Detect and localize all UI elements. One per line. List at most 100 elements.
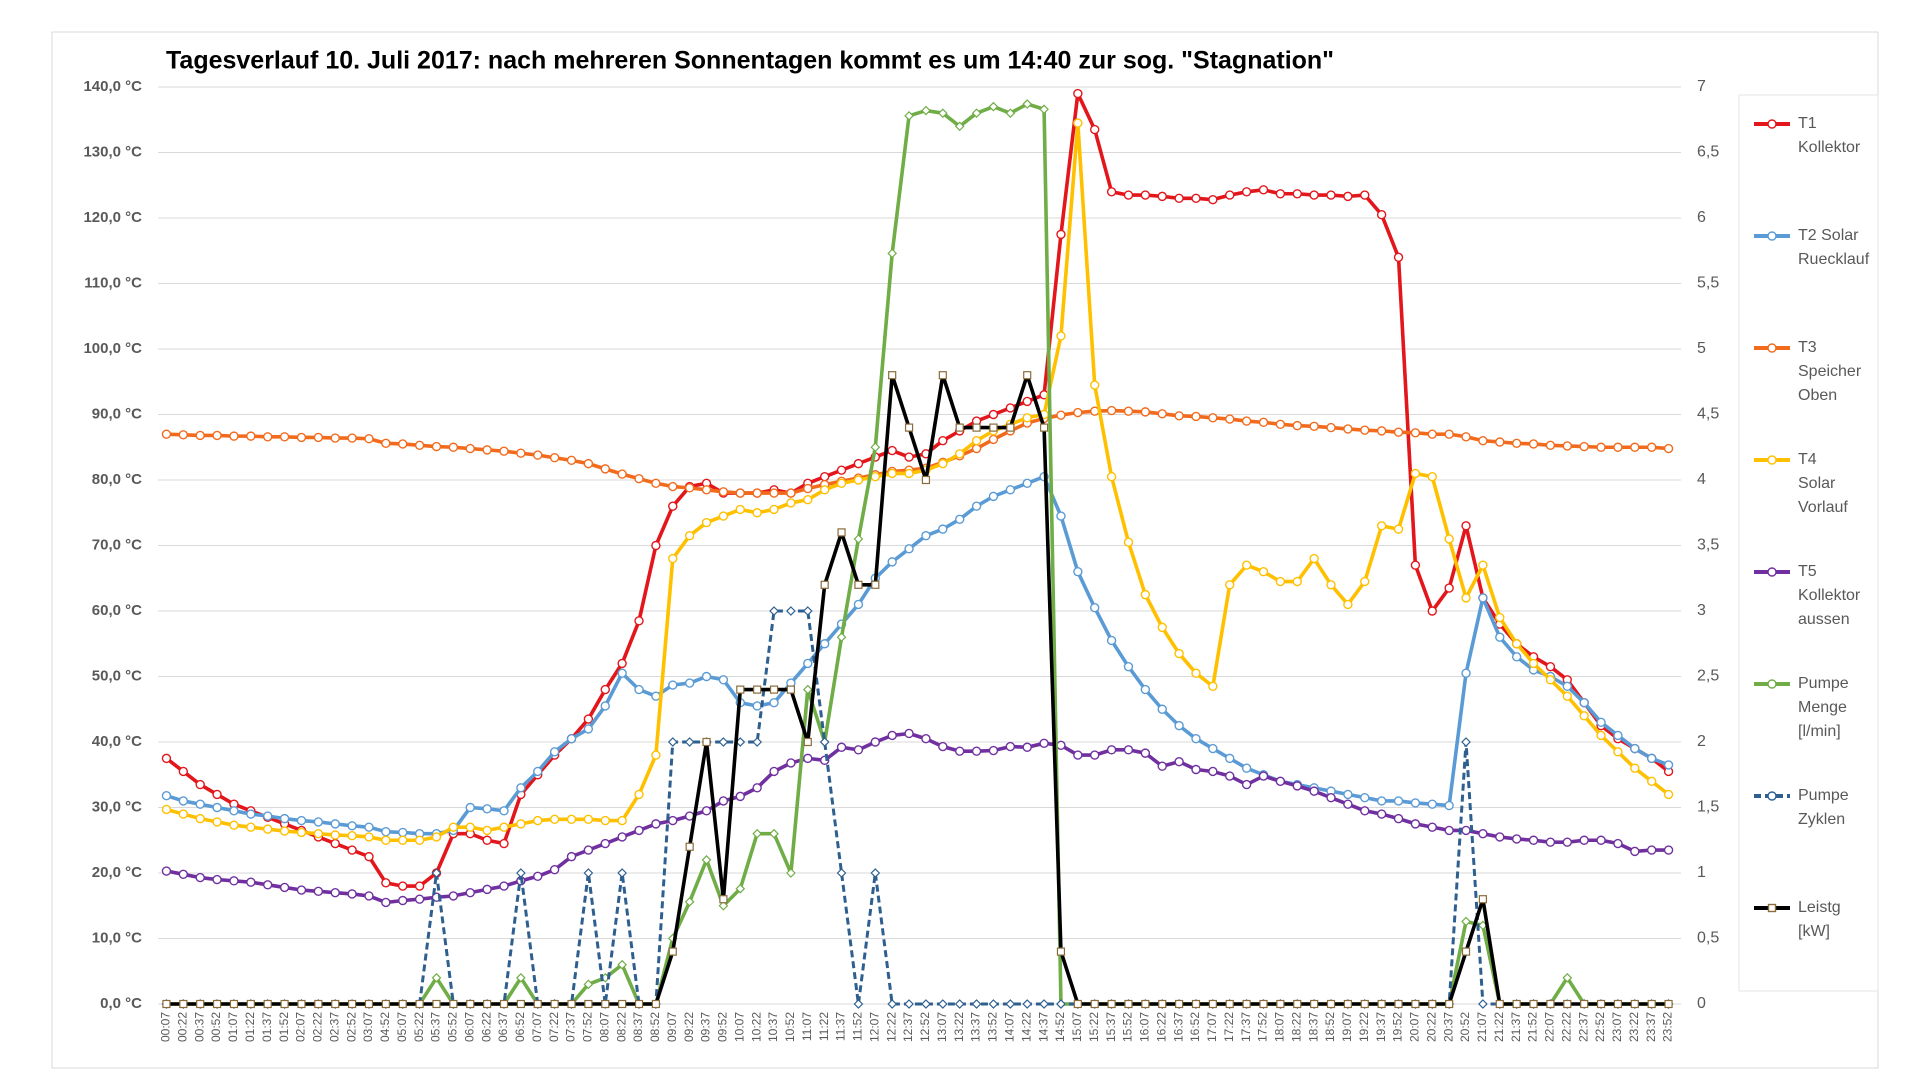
data-point [1225, 999, 1234, 1009]
data-point [1225, 414, 1235, 424]
data-point [1478, 436, 1488, 446]
data-point [1309, 421, 1319, 431]
data-point [1208, 413, 1218, 423]
data-point [1512, 999, 1521, 1009]
data-point [1157, 704, 1167, 714]
data-point [1157, 191, 1167, 202]
x-tick-label: 11:07 [800, 1012, 814, 1041]
data-point [769, 685, 779, 694]
data-point [566, 455, 577, 466]
legend-label: T2 Solar Ruecklauf [1798, 227, 1870, 268]
data-point [1360, 806, 1370, 816]
data-point [1022, 478, 1032, 488]
data-point [549, 747, 560, 757]
data-point [769, 488, 779, 498]
data-point [904, 423, 914, 432]
data-point [347, 821, 357, 831]
data-point [1596, 717, 1606, 728]
x-tick-label: 17:52 [1256, 1012, 1270, 1042]
data-point [1545, 440, 1556, 450]
data-point [1208, 766, 1218, 777]
y-tick-label: 100,0 °C [83, 340, 142, 357]
data-point [668, 947, 677, 956]
y2-tick-label: 3 [1697, 602, 1706, 619]
data-point [803, 658, 813, 669]
data-point [246, 809, 256, 819]
data-point [819, 639, 830, 649]
data-point [381, 438, 391, 449]
data-point [718, 796, 729, 806]
x-tick-label: 21:22 [1492, 1012, 1506, 1042]
x-tick-label: 00:37 [192, 1012, 206, 1042]
data-point [888, 371, 897, 380]
x-tick-label: 02:07 [294, 1012, 308, 1042]
data-point [954, 514, 965, 524]
y-tick-label: 60,0 °C [92, 602, 142, 619]
data-point [279, 813, 290, 824]
data-point [701, 671, 712, 682]
data-point [195, 813, 205, 824]
data-point [1056, 947, 1066, 956]
data-point [1073, 999, 1082, 1009]
y2-tick-label: 5 [1697, 340, 1706, 357]
data-point [803, 737, 812, 747]
x-tick-label: 20:07 [1408, 1012, 1422, 1042]
data-point [718, 511, 729, 521]
data-point [1478, 560, 1488, 570]
data-point [516, 868, 526, 878]
x-tick-label: 14:52 [1053, 1012, 1067, 1042]
data-point [330, 838, 340, 849]
data-point [954, 746, 965, 756]
data-point [1360, 190, 1370, 200]
y-tick-label: 20,0 °C [92, 864, 142, 881]
data-point [499, 446, 509, 456]
legend-marker [1767, 455, 1777, 465]
data-point [735, 504, 745, 515]
x-tick-label: 06:52 [513, 1012, 527, 1042]
data-point [1275, 419, 1286, 430]
data-point [483, 999, 492, 1009]
data-point [1461, 737, 1471, 747]
data-point [1106, 745, 1117, 755]
x-tick-label: 10:52 [783, 1012, 797, 1042]
data-point [1528, 835, 1539, 845]
data-point [617, 959, 627, 970]
data-point [212, 802, 222, 813]
data-point [836, 465, 847, 475]
data-point [938, 371, 947, 380]
data-point [1191, 193, 1201, 204]
y-tick-label: 110,0 °C [84, 274, 142, 291]
data-point [1157, 622, 1167, 633]
data-point [1039, 999, 1049, 1009]
x-tick-label: 09:52 [716, 1012, 730, 1042]
data-point [1056, 229, 1066, 240]
data-point [364, 832, 374, 842]
chart-frame [51, 31, 1879, 1069]
series-line [166, 731, 1669, 905]
x-tick-label: 20:52 [1458, 1012, 1472, 1042]
data-point [954, 999, 965, 1009]
data-point [398, 439, 408, 449]
data-point [853, 745, 864, 755]
data-point [718, 487, 729, 497]
x-tick-label: 12:22 [884, 1012, 898, 1042]
data-point [1022, 742, 1032, 752]
chart-title: Tagesverlauf 10. Juli 2017: nach mehrere… [166, 47, 1334, 75]
data-point [1326, 580, 1336, 590]
data-point [229, 806, 239, 816]
data-point [1123, 190, 1134, 200]
data-point [971, 999, 982, 1009]
y-tick-label: 30,0 °C [92, 798, 142, 815]
data-point [870, 442, 881, 453]
data-point [448, 822, 459, 832]
y2-tick-label: 2,5 [1697, 668, 1719, 685]
x-tick-label: 05:52 [446, 1012, 460, 1042]
data-point [1461, 432, 1471, 442]
data-point [533, 871, 543, 881]
legend-swatch [1754, 343, 1790, 353]
data-point [1157, 761, 1167, 771]
data-point [1360, 999, 1369, 1009]
x-tick-label: 08:07 [597, 1012, 611, 1042]
data-point [1410, 560, 1421, 570]
data-point [1174, 756, 1184, 767]
